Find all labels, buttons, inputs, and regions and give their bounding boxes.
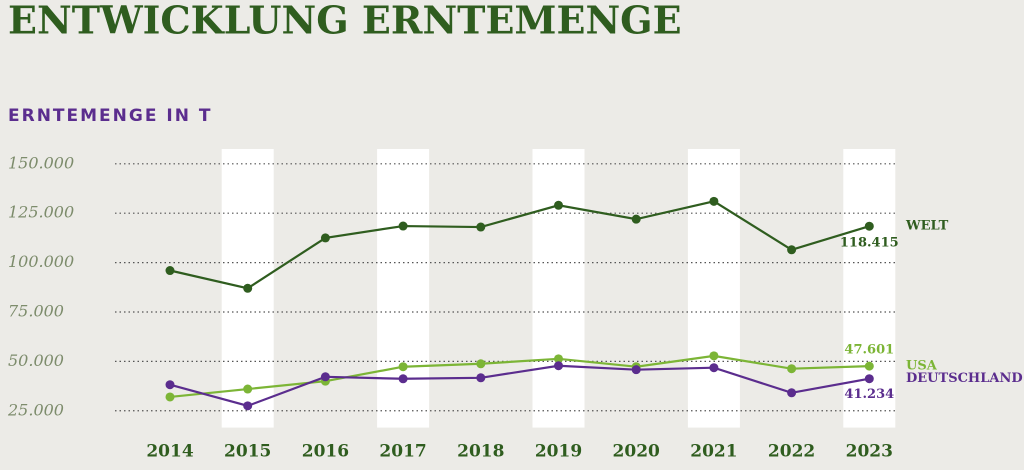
data-point xyxy=(320,233,330,243)
data-point xyxy=(165,380,175,390)
data-point xyxy=(709,196,719,206)
data-point xyxy=(709,363,719,373)
x-tick-label: 2023 xyxy=(846,442,893,462)
data-point xyxy=(398,221,408,231)
x-tick-label: 2015 xyxy=(224,442,271,462)
value-label: 47.601 xyxy=(844,343,894,358)
x-tick-label: 2018 xyxy=(457,442,504,462)
series-label: USA xyxy=(906,359,938,374)
x-tick-label: 2019 xyxy=(535,442,582,462)
y-axis-label: ERNTEMENGE IN T xyxy=(8,106,212,126)
column-band xyxy=(843,149,896,428)
data-point xyxy=(787,245,797,255)
data-point xyxy=(631,214,641,224)
x-tick-label: 2021 xyxy=(690,442,737,462)
series-line xyxy=(169,364,870,407)
data-point xyxy=(398,374,408,384)
data-point xyxy=(631,365,641,375)
series-label: WELT xyxy=(905,219,949,234)
column-band xyxy=(532,149,585,428)
data-point xyxy=(243,283,253,293)
data-point xyxy=(165,266,175,276)
data-point xyxy=(554,354,563,364)
series-label: DEUTSCHLAND xyxy=(906,371,1023,386)
data-point xyxy=(243,384,253,394)
data-point xyxy=(476,222,486,232)
x-tick-label: 2014 xyxy=(146,442,193,462)
value-label: 41.234 xyxy=(844,387,894,402)
series-line xyxy=(169,200,870,290)
x-tick-label: 2020 xyxy=(613,442,660,462)
data-point xyxy=(476,359,486,369)
column-band xyxy=(687,149,740,428)
data-point xyxy=(476,373,486,383)
data-point xyxy=(398,362,408,372)
data-point xyxy=(709,351,719,361)
chart-title: ENTWICKLUNG ERNTEMENGE xyxy=(8,0,682,43)
data-point xyxy=(243,401,253,411)
data-point xyxy=(554,200,563,210)
data-point xyxy=(864,361,874,371)
y-tick-label: 25.000 xyxy=(7,400,64,419)
data-point xyxy=(864,221,874,231)
data-point xyxy=(864,374,874,384)
value-label: 118.415 xyxy=(840,236,899,251)
y-tick-label: 125.000 xyxy=(8,203,74,222)
x-tick-label: 2016 xyxy=(302,442,349,462)
data-point xyxy=(787,364,797,374)
x-tick-label: 2022 xyxy=(768,442,815,462)
y-tick-label: 150.000 xyxy=(8,153,74,172)
data-point xyxy=(320,372,330,382)
y-tick-label: 75.000 xyxy=(8,301,64,320)
data-point xyxy=(554,361,563,371)
y-tick-label: 100.000 xyxy=(8,252,74,271)
column-band xyxy=(377,149,430,428)
y-tick-label: 50.000 xyxy=(8,351,64,370)
series-line xyxy=(169,354,870,399)
data-point xyxy=(165,392,175,402)
data-point xyxy=(787,388,797,398)
x-tick-label: 2017 xyxy=(379,442,426,462)
